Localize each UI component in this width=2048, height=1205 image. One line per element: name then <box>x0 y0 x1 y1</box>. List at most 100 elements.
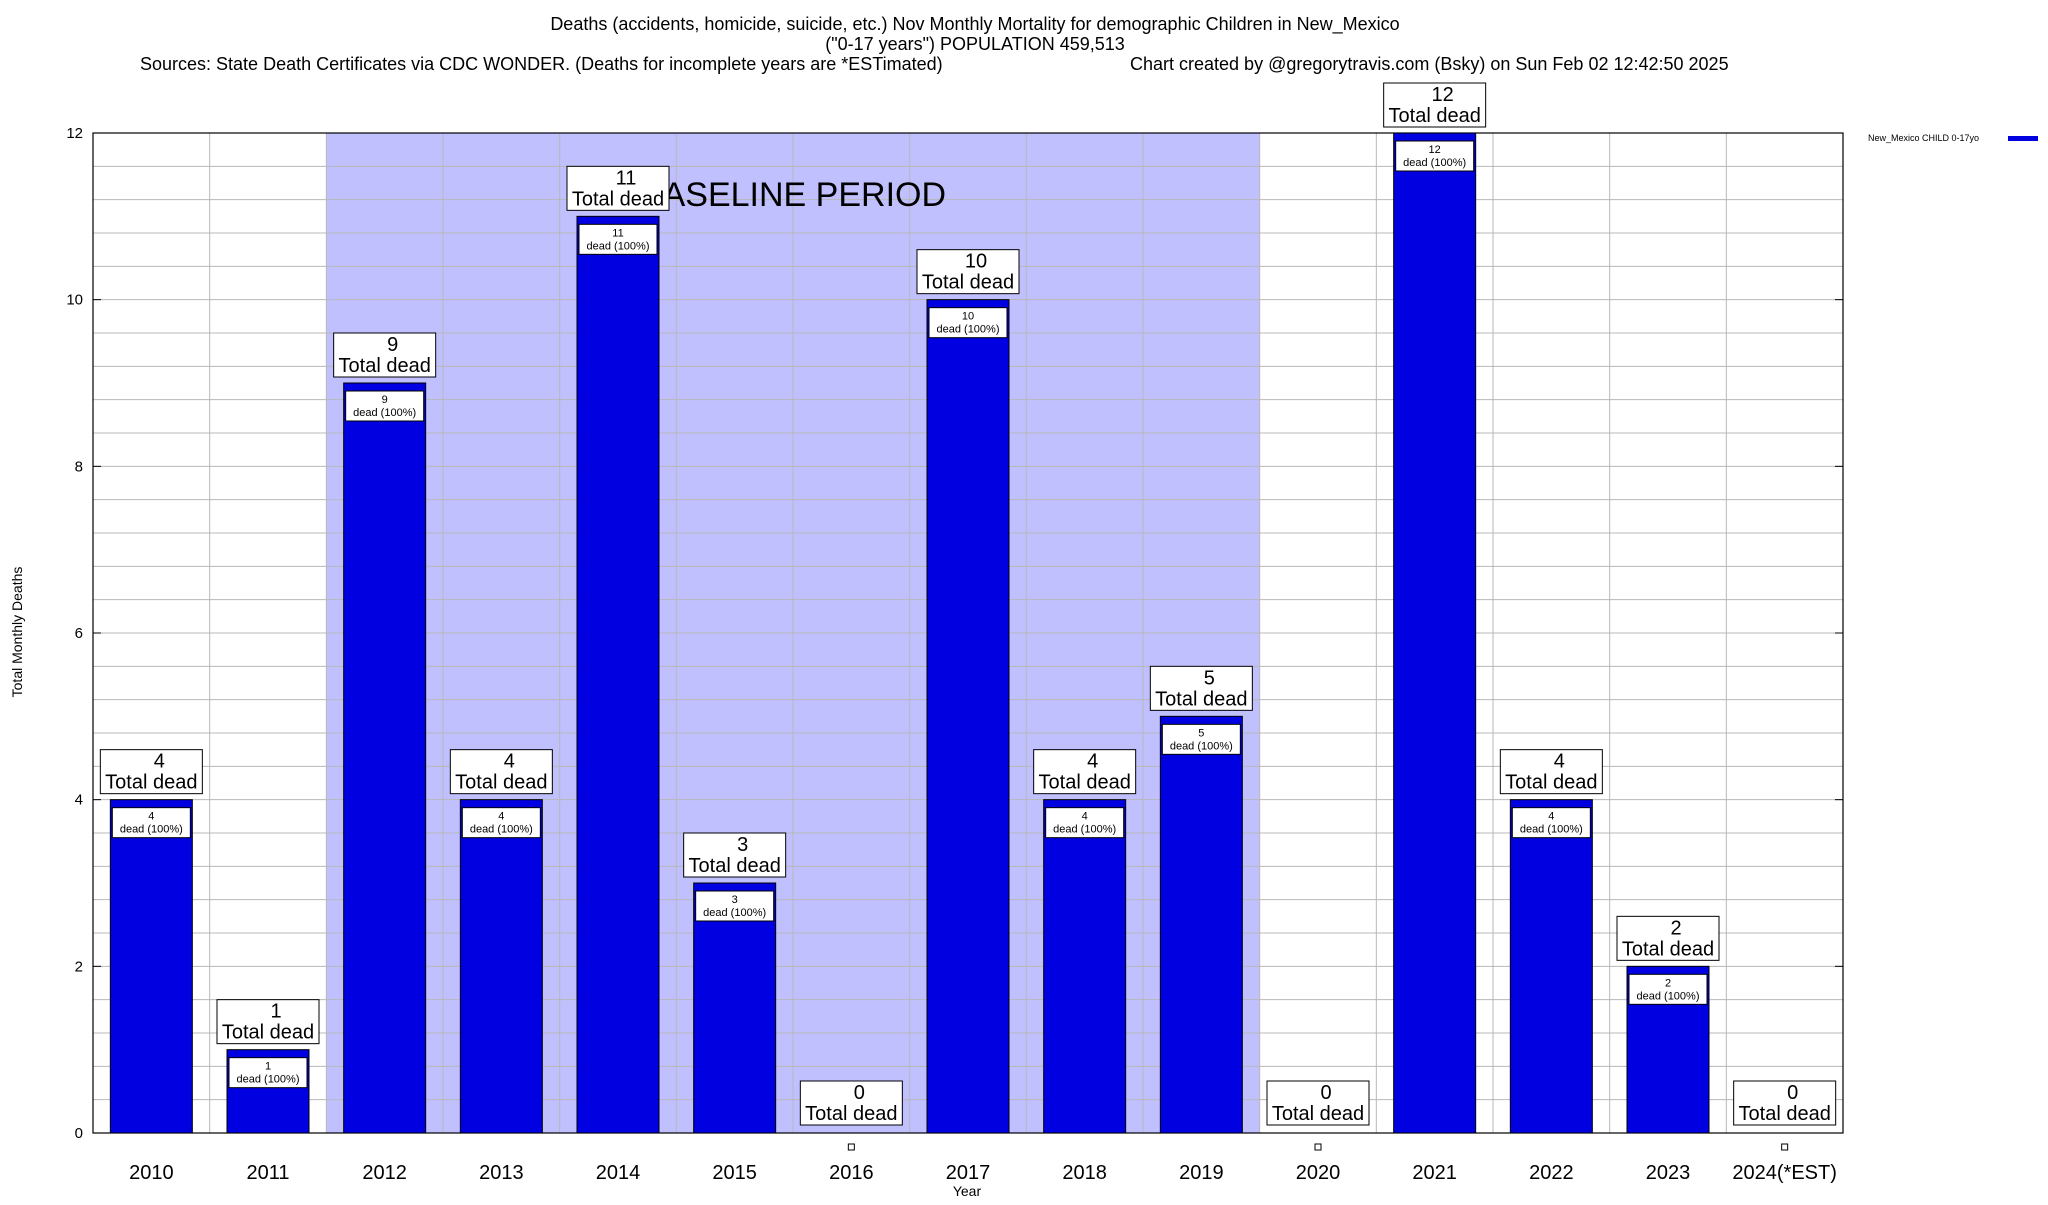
data-label-total: Total dead <box>222 1022 314 1044</box>
data-label-value: 3 <box>737 834 748 856</box>
bar <box>1393 132 1477 1134</box>
bar <box>1043 799 1127 1134</box>
total-label-box <box>566 165 670 211</box>
baseline-period-label: BASELINE PERIOD <box>640 176 946 214</box>
data-label-value: 2 <box>1670 917 1681 939</box>
bar-inner-label: dead (100%) <box>1053 824 1116 836</box>
bar-inner-label: dead (100%) <box>587 240 650 252</box>
x-tick-label: 2011 <box>246 1162 289 1184</box>
total-label-box <box>683 832 787 878</box>
data-label-total: Total dead <box>105 772 197 794</box>
total-label-box <box>1499 749 1603 795</box>
data-label-total: Total dead <box>922 272 1014 294</box>
bar-inner-label-box <box>1511 807 1591 839</box>
chart-title-line2: ("0-17 years") POPULATION 459,513 <box>825 34 1125 54</box>
data-label-value: 10 <box>965 251 987 273</box>
legend-label: New_Mexico CHILD 0-17yo <box>1868 133 1979 143</box>
bar <box>1509 799 1593 1134</box>
y-tick-label: 4 <box>75 792 83 809</box>
y-axis-label: Total Monthly Deaths <box>9 567 25 698</box>
bar-inner-label-box <box>111 807 191 839</box>
data-label-value: 4 <box>504 751 515 773</box>
data-label-value: 9 <box>387 334 398 356</box>
bar <box>1159 715 1243 1134</box>
y-tick-label: 6 <box>75 625 83 642</box>
data-label-value: 4 <box>154 751 165 773</box>
data-label-total: Total dead <box>1505 772 1597 794</box>
x-tick-label: 2017 <box>946 1162 991 1184</box>
total-label-box <box>1033 749 1137 795</box>
zero-marker <box>1314 1143 1322 1151</box>
chart-title-line1: Deaths (accidents, homicide, suicide, et… <box>550 14 1399 35</box>
x-axis-label: Year <box>953 1183 982 1199</box>
data-label-total: Total dead <box>1039 772 1131 794</box>
bar-inner-label: dead (100%) <box>937 324 1000 336</box>
data-label-value: 5 <box>1204 667 1215 689</box>
x-tick-label: 2014 <box>596 1162 641 1184</box>
data-label-total: Total dead <box>455 772 547 794</box>
x-tick-label: 2024(*EST) <box>1732 1162 1837 1184</box>
y-tick-label: 2 <box>75 958 83 975</box>
bar <box>109 799 193 1134</box>
data-label-total: Total dead <box>1739 1103 1831 1125</box>
bar-inner-value: 2 <box>1665 977 1671 989</box>
bar-inner-label: dead (100%) <box>470 824 533 836</box>
total-label-box <box>99 749 203 795</box>
bar-inner-label: dead (100%) <box>237 1074 300 1086</box>
data-label-value: 0 <box>1787 1082 1798 1104</box>
zero-marker <box>1781 1143 1789 1151</box>
data-label-value: 11 <box>616 167 637 189</box>
x-tick-label: 2010 <box>129 1162 174 1184</box>
x-tick-label: 2015 <box>712 1162 757 1184</box>
bar-inner-label-box <box>1045 807 1125 839</box>
data-label-value: 12 <box>1432 84 1454 106</box>
total-label-box <box>1149 665 1253 711</box>
data-label-value: 1 <box>270 1001 281 1023</box>
data-label-total: Total dead <box>1155 688 1247 710</box>
total-label-box <box>449 749 553 795</box>
bar-inner-value: 4 <box>1082 811 1088 823</box>
bar <box>693 882 777 1134</box>
bar-inner-label: dead (100%) <box>120 824 183 836</box>
bar-inner-label: dead (100%) <box>703 907 766 919</box>
bar-inner-value: 1 <box>265 1061 271 1073</box>
x-tick-label: 2016 <box>829 1162 874 1184</box>
x-tick-label: 2012 <box>362 1162 407 1184</box>
legend-swatch <box>2008 136 2038 141</box>
bar-inner-value: 4 <box>148 811 154 823</box>
bar-inner-label-box <box>228 1057 308 1089</box>
data-label-value: 0 <box>854 1082 865 1104</box>
total-label-box <box>916 249 1020 295</box>
bar-inner-label-box <box>1628 973 1708 1005</box>
y-tick-label: 8 <box>75 458 83 475</box>
bar-inner-value: 12 <box>1429 144 1441 156</box>
bar-inner-label-box <box>345 390 425 422</box>
data-label-value: 4 <box>1554 751 1565 773</box>
bar-inner-label-box <box>1161 723 1241 755</box>
y-tick-label: 10 <box>66 292 83 309</box>
data-label-total: Total dead <box>572 188 664 210</box>
total-label-box <box>1733 1080 1837 1126</box>
total-label-box <box>799 1080 903 1126</box>
zero-marker <box>847 1143 855 1151</box>
total-label-box <box>333 332 437 378</box>
bar-inner-value: 5 <box>1198 727 1204 739</box>
x-tick-label: 2023 <box>1646 1162 1691 1184</box>
bar-inner-label: dead (100%) <box>1637 990 1700 1002</box>
bar-inner-label-box <box>928 307 1008 339</box>
bar <box>576 215 660 1134</box>
bar-inner-label-box <box>695 890 775 922</box>
bar-inner-label-box <box>1395 140 1475 172</box>
bar-inner-label-box <box>578 223 658 255</box>
bar-inner-value: 11 <box>612 227 623 239</box>
chart-source-note: Sources: State Death Certificates via CD… <box>140 54 943 74</box>
bar-inner-value: 4 <box>498 811 504 823</box>
chart-credit-note: Chart created by @gregorytravis.com (Bsk… <box>1130 54 1729 74</box>
bar-inner-label: dead (100%) <box>1520 824 1583 836</box>
y-tick-label: 12 <box>66 125 83 142</box>
bar <box>459 799 543 1134</box>
bar-inner-value: 4 <box>1548 811 1554 823</box>
